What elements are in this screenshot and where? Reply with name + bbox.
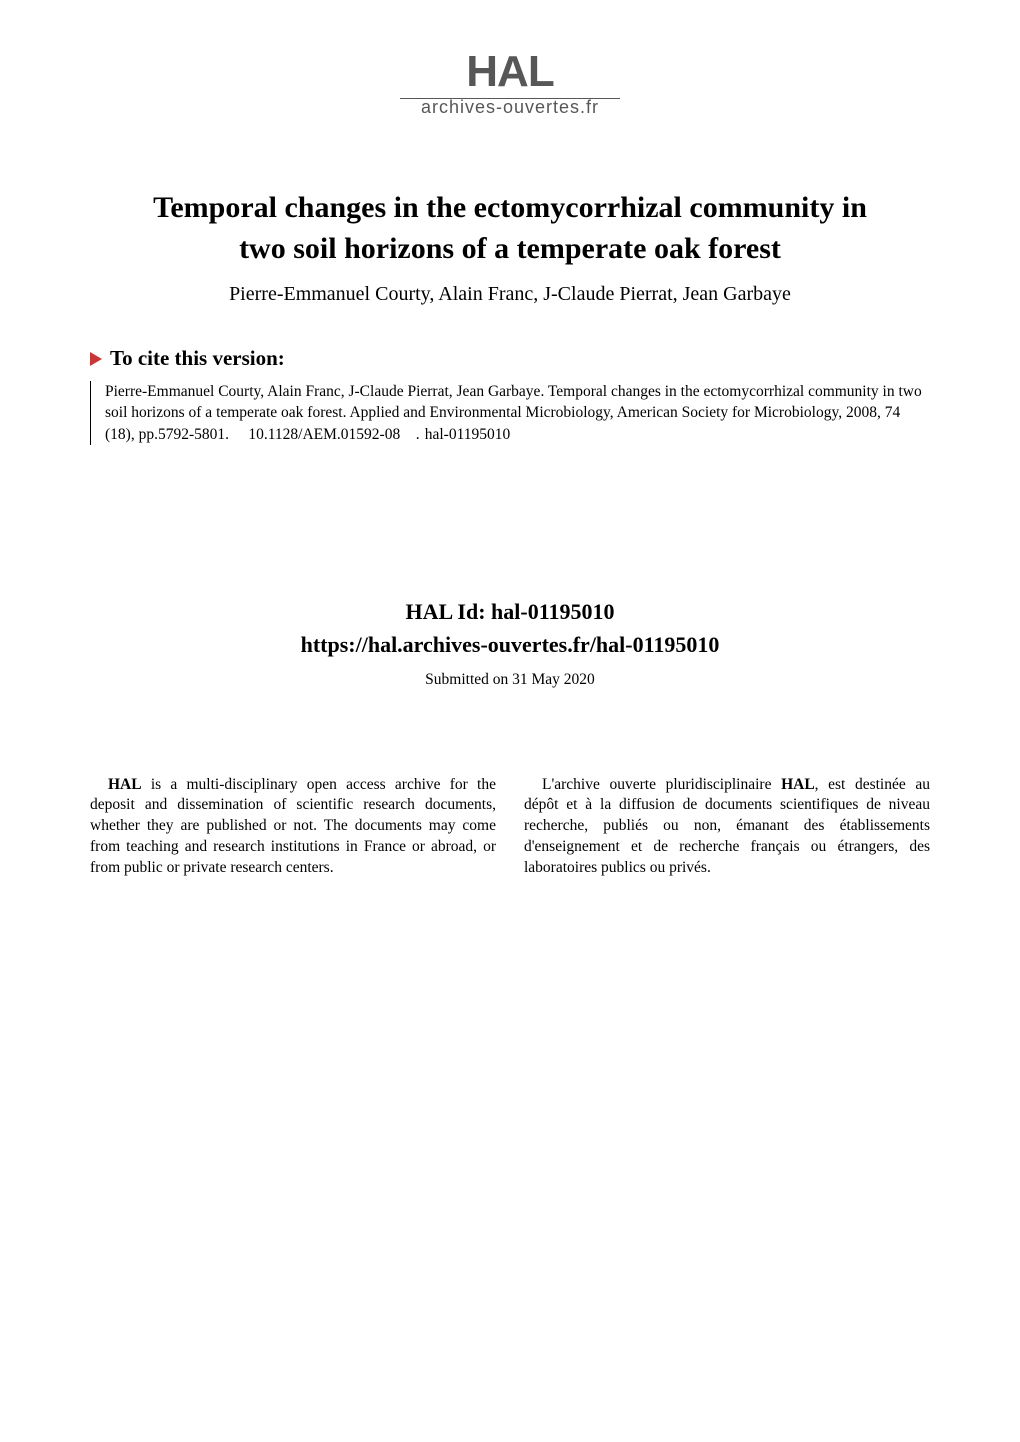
paper-title: Temporal changes in the ectomycorrhizal …: [110, 188, 910, 269]
cite-header-text: To cite this version:: [110, 346, 285, 370]
hal-logo: HAL archives-ouvertes.fr: [90, 50, 930, 118]
submitted-date: Submitted on 31 May 2020: [90, 671, 930, 689]
paper-title-line2: two soil horizons of a temperate oak for…: [239, 232, 781, 265]
hal-cover-page: HAL archives-ouvertes.fr Temporal change…: [0, 0, 1020, 934]
triangle-right-icon: [90, 352, 102, 366]
description-en-paragraph: HAL is a multi-disciplinary open access …: [90, 775, 496, 879]
cite-header: To cite this version:: [90, 346, 930, 371]
description-fr-pre: L'archive ouverte pluridisciplinaire: [542, 776, 781, 793]
description-en-text: is a multi-disciplinary open access arch…: [90, 776, 496, 876]
hal-id-label: HAL Id: hal-01195010: [90, 595, 930, 628]
citation-text: Pierre-Emmanuel Courty, Alain Franc, J-C…: [105, 383, 922, 443]
description-columns: HAL is a multi-disciplinary open access …: [90, 759, 930, 894]
hal-bold-en: HAL: [108, 776, 142, 793]
paper-title-line1: Temporal changes in the ectomycorrhizal …: [153, 191, 867, 224]
hal-logo-sub: archives-ouvertes.fr: [90, 97, 930, 118]
hal-url[interactable]: https://hal.archives-ouvertes.fr/hal-011…: [90, 628, 930, 661]
paper-authors: Pierre-Emmanuel Courty, Alain Franc, J-C…: [90, 283, 930, 306]
hal-id-block: HAL Id: hal-01195010 https://hal.archive…: [90, 595, 930, 661]
description-fr-paragraph: L'archive ouverte pluridisciplinaire HAL…: [524, 775, 930, 879]
hal-bold-fr: HAL: [781, 776, 815, 793]
hal-logo-main: HAL: [90, 50, 930, 94]
citation-block: Pierre-Emmanuel Courty, Alain Franc, J-C…: [90, 381, 930, 445]
description-col-fr: L'archive ouverte pluridisciplinaire HAL…: [524, 759, 930, 894]
description-col-en: HAL is a multi-disciplinary open access …: [90, 759, 496, 894]
